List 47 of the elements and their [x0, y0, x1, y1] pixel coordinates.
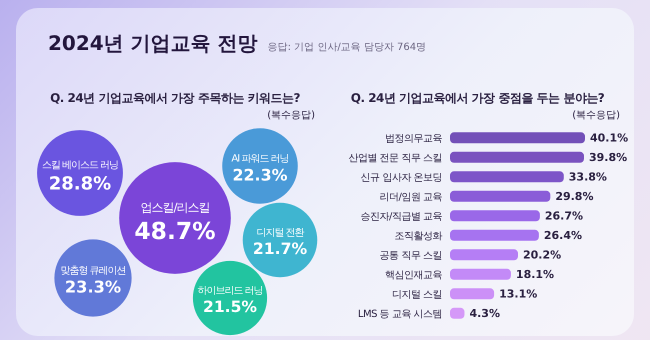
text: 응답: 기업 인사/교육 담당자 764명 — [268, 41, 426, 54]
text: Q. 24년 기업교육에서 가장 주목하는 키워드는? — [49, 90, 301, 107]
y-tick-label: 조직활성화 — [394, 230, 442, 242]
data-label: 18.1% — [516, 268, 554, 282]
y-tick-label: 승진자/직급별 교육 — [360, 211, 442, 222]
data-label: 28.8% — [48, 173, 112, 194]
chart-title: Q. 24년 기업교육에서 가장 중점을 두는 분야는? — [350, 90, 606, 107]
text: (복수응답) — [572, 109, 620, 122]
category-label: 스킬 베이스드 러닝 — [42, 160, 118, 171]
data-label: 13.1% — [499, 288, 538, 301]
data-label: 23.3% — [64, 278, 122, 297]
data-label: 26.4% — [544, 229, 582, 242]
data-label: 40.1% — [590, 132, 628, 145]
bar — [450, 190, 550, 202]
data-label: 29.8% — [555, 190, 594, 204]
y-tick-label: 디지털 스킬 — [392, 289, 442, 300]
y-tick-label: 공통 직무 스킬 — [380, 250, 442, 262]
category-label: 하이브리드 러닝 — [197, 286, 263, 297]
y-tick-label: 핵심인재교육 — [385, 270, 442, 281]
y-tick-label: 신규 입사자 온보딩 — [360, 172, 442, 184]
data-label: 4.3% — [469, 307, 500, 320]
text: 2024년 기업교육 전망 — [48, 30, 258, 57]
bar — [450, 230, 539, 241]
data-label: 39.8% — [588, 151, 628, 164]
data-label: 20.2% — [523, 248, 562, 262]
y-tick-label: 리더/임원 교육 — [379, 192, 442, 203]
y-tick-label: 산업별 전문 직무 스킬 — [348, 152, 442, 164]
text: (복수응답) — [267, 109, 315, 122]
bar — [450, 288, 494, 300]
data-label: 33.8% — [568, 170, 607, 184]
category-label: 디지털 전환 — [256, 228, 305, 239]
bar — [450, 152, 584, 163]
bar — [450, 132, 585, 144]
data-label: 48.7% — [134, 217, 216, 246]
category-label: AI 파워드 러닝 — [231, 153, 289, 164]
bar — [450, 171, 564, 182]
data-label: 26.7% — [544, 210, 584, 223]
data-label: 22.3% — [232, 165, 288, 184]
bar — [450, 249, 518, 260]
bar — [450, 268, 511, 280]
bar — [450, 210, 540, 222]
category-label: 맞춤형 큐레이션 — [60, 265, 126, 276]
y-tick-label: 법정의무교육 — [385, 133, 442, 144]
y-tick-label: LMS 등 교육 시스템 — [358, 308, 442, 320]
category-label: 업스킬/리스킬 — [140, 200, 210, 214]
data-label: 21.5% — [203, 298, 258, 316]
data-label: 21.7% — [252, 239, 308, 258]
